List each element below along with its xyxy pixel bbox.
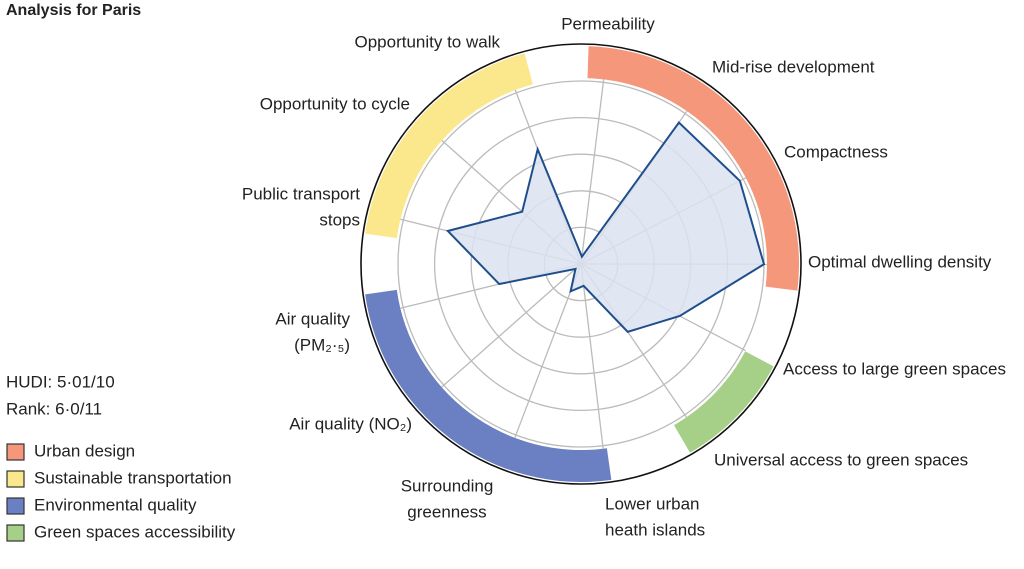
- axis-label: Compactness: [784, 142, 888, 161]
- spoke: [514, 263, 582, 439]
- axis-label: Lower urban: [605, 494, 700, 513]
- axis-label: Opportunity to walk: [354, 32, 500, 51]
- axis-label: Surrounding: [401, 476, 494, 495]
- legend-label: Sustainable transportation: [34, 468, 232, 487]
- axis-label: Air quality: [275, 309, 350, 328]
- axis-label: heath islands: [605, 520, 705, 539]
- legend-swatch: [6, 524, 25, 542]
- group-band: [365, 289, 612, 482]
- radar-area: [445, 121, 766, 333]
- legend-label: Environmental quality: [34, 495, 197, 514]
- axis-label: Optimal dwelling density: [808, 252, 992, 271]
- axis-label: greenness: [407, 502, 486, 521]
- spoke: [580, 263, 604, 449]
- axis-label: (PM₂·₅): [294, 335, 350, 354]
- axis-label: Access to large green spaces: [783, 359, 1006, 378]
- note: Rank: 6·0/11: [6, 399, 102, 418]
- axis-label: Opportunity to cycle: [260, 94, 410, 113]
- legend-swatch: [6, 443, 25, 461]
- legend-label: Green spaces accessibility: [34, 522, 236, 541]
- spoke: [580, 79, 605, 265]
- note: HUDI: 5·01/10: [6, 372, 115, 391]
- axis-label: Universal access to green spaces: [714, 450, 968, 469]
- group-band: [365, 53, 533, 239]
- group-band: [587, 46, 799, 291]
- axis-label: stops: [319, 210, 360, 229]
- axis-label: Public transport: [242, 184, 360, 203]
- chart-title: Analysis for Paris: [6, 2, 141, 19]
- legend-label: Urban design: [34, 441, 135, 460]
- legend-swatch: [6, 470, 25, 488]
- legend-swatch: [6, 497, 25, 515]
- axis-label: Air quality (NO₂): [289, 414, 412, 433]
- group-band: [674, 351, 774, 453]
- axis-label: Permeability: [561, 14, 655, 33]
- spoke: [441, 263, 582, 388]
- axis-label: Mid-rise development: [712, 57, 875, 76]
